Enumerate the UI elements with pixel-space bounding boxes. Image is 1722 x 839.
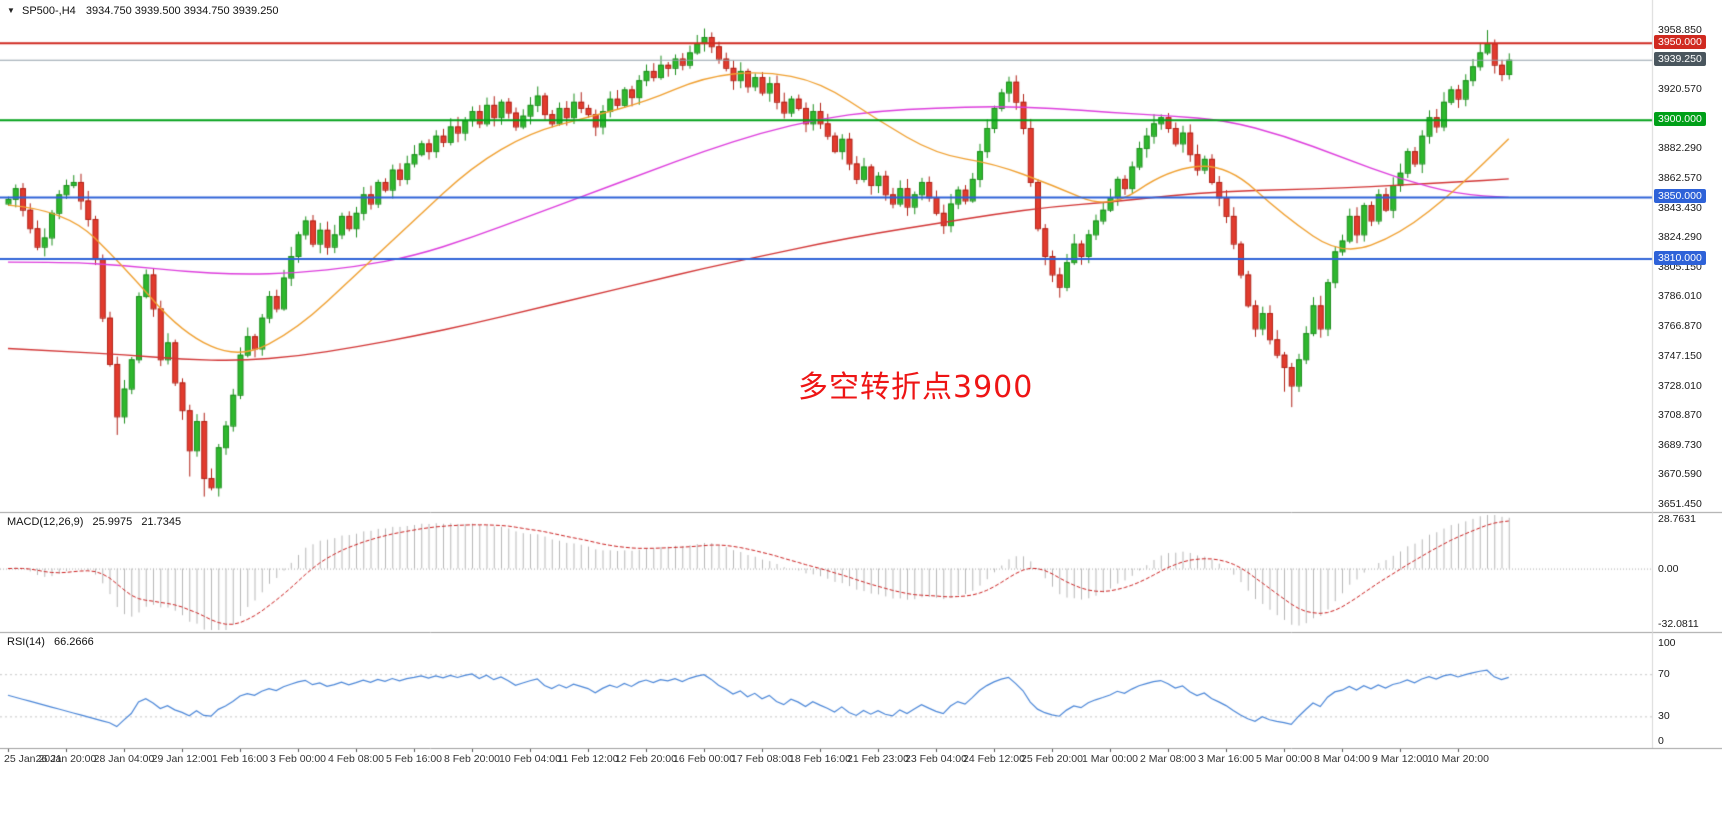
time-axis-label: 28 Jan 04:00 [93,753,155,765]
price-axis-label: 3862.570 [1658,172,1702,184]
time-axis-label: 26 Jan 20:00 [35,753,97,765]
rsi-name: RSI(14) [7,636,45,648]
price-axis-label: 3670.590 [1658,468,1702,481]
price-axis-label: 3843.430 [1658,201,1702,214]
rsi-axis-label: 100 [1658,636,1676,649]
time-axis-label: 8 Mar 04:00 [1313,753,1371,765]
rsi-axis-label: 70 [1658,668,1670,681]
price-axis-label: 3651.450 [1658,497,1702,510]
time-axis-label: 10 Mar 20:00 [1427,753,1489,765]
macd-signal-value: 21.7345 [141,516,182,528]
time-axis-label: 17 Feb 08:00 [731,753,793,765]
time-axis-label: 5 Mar 00:00 [1255,753,1313,765]
time-axis-label: 16 Feb 00:00 [673,753,735,765]
time-axis-label: 18 Feb 16:00 [789,753,851,765]
time-axis-label: 12 Feb 20:00 [615,753,677,765]
time-axis-label: 21 Feb 23:00 [847,753,909,765]
symbol-name: SP500-,H4 [21,5,76,17]
time-axis-label: 25 Jan 2021 [4,753,62,765]
price-axis-label: 3786.010 [1658,290,1702,303]
macd-main-value: 25.9975 [92,516,133,528]
price-axis-label: 3882.290 [1658,141,1702,154]
macd-indicator-label: MACD(12,26,9) 25.9975 21.7345 [7,516,187,528]
time-axis-label: 25 Feb 20:00 [1021,753,1083,765]
price-axis-label: 3824.290 [1658,231,1702,244]
macd-axis-label: -32.0811 [1658,617,1699,630]
time-axis-label: 1 Feb 16:00 [211,753,269,765]
price-scale[interactable]: 3958.850 3920.570 3882.290 3862.570 3843.430… [1652,0,1722,775]
dropdown-triangle-icon[interactable]: ▼ [7,6,15,15]
current-price-badge: 3939.250 [1654,51,1706,66]
rsi-axis-label: 30 [1658,710,1670,723]
time-axis-label: 2 Mar 08:00 [1139,753,1197,765]
ohlc-values: 3934.750 3939.500 3934.750 3939.250 [85,5,279,17]
price-level-badge: 3950.000 [1654,35,1706,50]
time-axis-label: 5 Feb 16:00 [385,753,443,765]
price-axis-label: 3708.870 [1658,409,1702,422]
chart-annotation-text: 多空转折点3900 [798,370,1034,405]
time-axis-label: 9 Mar 12:00 [1371,753,1429,765]
time-axis-label: 11 Feb 12:00 [557,753,619,765]
time-axis-label: 4 Feb 08:00 [327,753,385,765]
time-axis-label: 1 Mar 00:00 [1081,753,1139,765]
symbol-ohlc-label: ▼ SP500-,H4 3934.750 3939.500 3934.750 3… [7,5,286,17]
time-axis-label: 23 Feb 04:00 [905,753,967,765]
time-axis-label: 29 Jan 12:00 [151,753,213,765]
macd-axis-label: 0.00 [1658,562,1679,575]
time-axis-label: 8 Feb 20:00 [443,753,501,765]
rsi-indicator-label: RSI(14) 66.2666 [7,636,100,648]
price-axis-label: 3920.570 [1658,82,1702,95]
price-axis-label: 3689.730 [1658,438,1702,451]
time-scale[interactable]: 25 Jan 2021 26 Jan 20:00 28 Jan 04:00 29 Ja… [0,748,1652,775]
macd-axis-label: 28.7631 [1658,513,1696,526]
rsi-axis-label: 0 [1658,735,1664,747]
price-level-badge: 3900.000 [1654,112,1706,127]
price-axis-label: 3728.010 [1658,379,1702,392]
time-axis-label: 3 Feb 00:00 [269,753,327,765]
price-level-badge: 3850.000 [1654,189,1706,204]
rsi-value: 66.2666 [53,636,94,648]
macd-name: MACD(12,26,9) [7,516,84,528]
price-axis-label: 3766.870 [1658,319,1702,332]
time-axis-label: 10 Feb 04:00 [499,753,561,765]
time-axis-label: 24 Feb 12:00 [963,753,1025,765]
price-level-badge: 3810.000 [1654,251,1706,266]
price-axis-label: 3747.150 [1658,350,1702,362]
price-axis-label: 3958.850 [1658,23,1702,36]
time-axis-label: 3 Mar 16:00 [1197,753,1255,765]
